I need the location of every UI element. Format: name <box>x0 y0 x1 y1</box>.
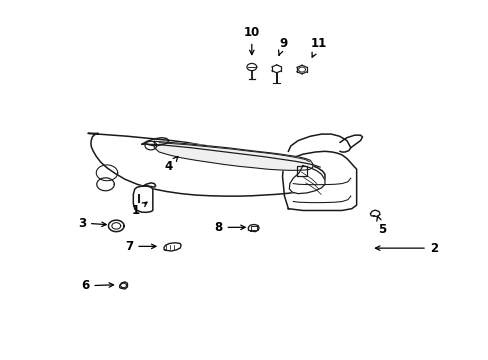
Polygon shape <box>163 243 181 251</box>
Text: 7: 7 <box>125 240 156 253</box>
Polygon shape <box>282 151 356 211</box>
Polygon shape <box>154 141 312 170</box>
Text: 8: 8 <box>214 221 244 234</box>
Polygon shape <box>248 225 259 231</box>
Text: 2: 2 <box>375 242 437 255</box>
Text: 9: 9 <box>278 36 287 55</box>
Polygon shape <box>289 166 325 194</box>
Polygon shape <box>120 282 127 289</box>
Polygon shape <box>369 210 379 217</box>
Text: 4: 4 <box>164 156 178 173</box>
Text: 10: 10 <box>243 26 260 55</box>
Text: 5: 5 <box>376 216 386 236</box>
Text: 6: 6 <box>81 279 113 292</box>
Text: 1: 1 <box>131 202 147 217</box>
Text: 11: 11 <box>310 37 326 57</box>
Polygon shape <box>133 186 153 212</box>
Text: 3: 3 <box>78 216 106 230</box>
Polygon shape <box>88 134 325 196</box>
